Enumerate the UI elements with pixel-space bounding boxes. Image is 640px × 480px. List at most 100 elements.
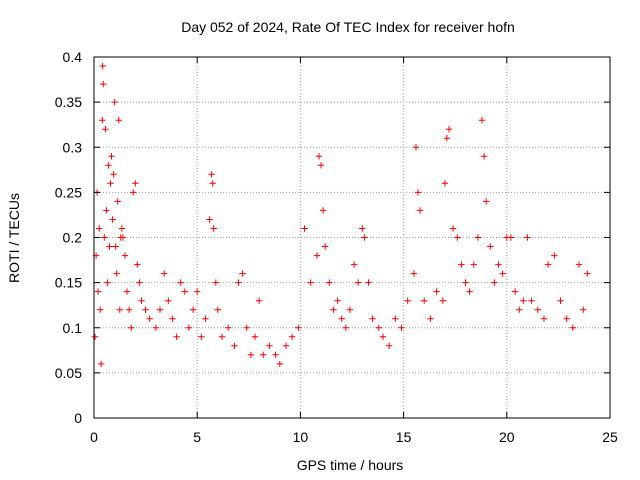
data-point: [251, 333, 259, 340]
data-point: [301, 225, 308, 232]
x-tick-label: 20: [499, 429, 515, 445]
data-point: [470, 261, 477, 268]
data-point: [507, 234, 515, 241]
data-point: [247, 351, 255, 358]
data-point: [528, 297, 535, 304]
data-point: [194, 288, 201, 295]
data-point: [288, 333, 296, 340]
data-point: [334, 297, 341, 304]
data-point: [255, 297, 263, 304]
data-point: [106, 243, 113, 250]
data-point: [474, 234, 482, 241]
data-point: [130, 189, 137, 196]
x-tick-label: 25: [602, 429, 618, 445]
data-point: [112, 243, 119, 250]
data-point: [210, 225, 217, 232]
data-point: [214, 306, 221, 313]
data-points: [91, 62, 591, 368]
data-point: [454, 234, 461, 241]
data-point: [313, 252, 321, 259]
data-point: [365, 279, 372, 286]
data-point: [322, 243, 329, 250]
data-point: [427, 315, 434, 322]
data-point: [307, 279, 314, 286]
data-point: [414, 189, 422, 196]
y-tick-label: 0.05: [55, 365, 82, 381]
data-point: [218, 333, 226, 340]
y-axis-label: ROTI / TECUs: [6, 193, 22, 283]
data-point: [466, 288, 473, 295]
data-point: [392, 315, 399, 322]
x-tick-label: 0: [90, 429, 98, 445]
data-point: [295, 324, 302, 331]
data-point: [443, 135, 451, 142]
data-point: [161, 270, 168, 277]
data-point: [433, 288, 440, 295]
data-point: [128, 324, 135, 331]
data-point: [198, 333, 205, 340]
y-tick-label: 0.3: [63, 139, 83, 155]
data-point: [342, 324, 349, 331]
data-point: [441, 180, 449, 187]
data-point: [209, 180, 216, 187]
data-point: [165, 297, 172, 304]
data-point: [410, 270, 418, 277]
data-point: [225, 324, 232, 331]
data-point: [123, 288, 131, 295]
data-point: [421, 297, 428, 304]
data-point: [398, 324, 405, 331]
data-point: [243, 324, 250, 331]
data-point: [404, 297, 411, 304]
y-tick-label: 0.4: [63, 49, 83, 65]
data-point: [189, 306, 197, 313]
x-tick-label: 15: [396, 429, 412, 445]
data-point: [102, 126, 109, 133]
data-point: [202, 315, 209, 322]
data-point: [134, 261, 141, 268]
y-tick-label: 0.35: [55, 94, 82, 110]
data-point: [439, 297, 446, 304]
data-point: [487, 243, 494, 250]
data-point: [101, 234, 108, 241]
data-point: [185, 324, 193, 331]
data-point: [580, 306, 587, 313]
data-point: [132, 180, 139, 187]
data-point: [212, 279, 219, 286]
data-point: [103, 207, 110, 214]
y-tick-label: 0.1: [63, 320, 83, 336]
data-point: [379, 333, 387, 340]
data-point: [121, 252, 129, 259]
data-point: [282, 342, 290, 349]
data-point: [169, 315, 176, 322]
data-point: [142, 306, 149, 313]
data-point: [96, 225, 103, 232]
data-point: [235, 279, 242, 286]
data-point: [108, 153, 115, 160]
data-point: [369, 315, 376, 322]
data-point: [540, 315, 548, 322]
data-point: [94, 288, 102, 295]
data-point: [177, 279, 184, 286]
data-point: [98, 360, 105, 368]
data-point: [524, 234, 531, 241]
data-point: [551, 252, 558, 259]
data-point: [173, 333, 180, 340]
data-point: [386, 342, 393, 349]
data-point: [416, 207, 424, 214]
data-point: [449, 225, 457, 232]
data-point: [569, 324, 576, 331]
data-point: [156, 306, 164, 313]
data-point: [534, 306, 541, 313]
data-point: [462, 279, 469, 286]
data-point: [458, 261, 465, 268]
data-point: [338, 315, 345, 322]
data-point: [208, 171, 215, 178]
data-point: [206, 216, 213, 223]
data-point: [330, 306, 337, 313]
y-tick-label: 0.25: [55, 184, 82, 200]
data-point: [355, 279, 362, 286]
chart-title: Day 052 of 2024, Rate Of TEC Index for r…: [181, 19, 515, 35]
data-point: [116, 306, 123, 313]
data-point: [326, 279, 333, 286]
